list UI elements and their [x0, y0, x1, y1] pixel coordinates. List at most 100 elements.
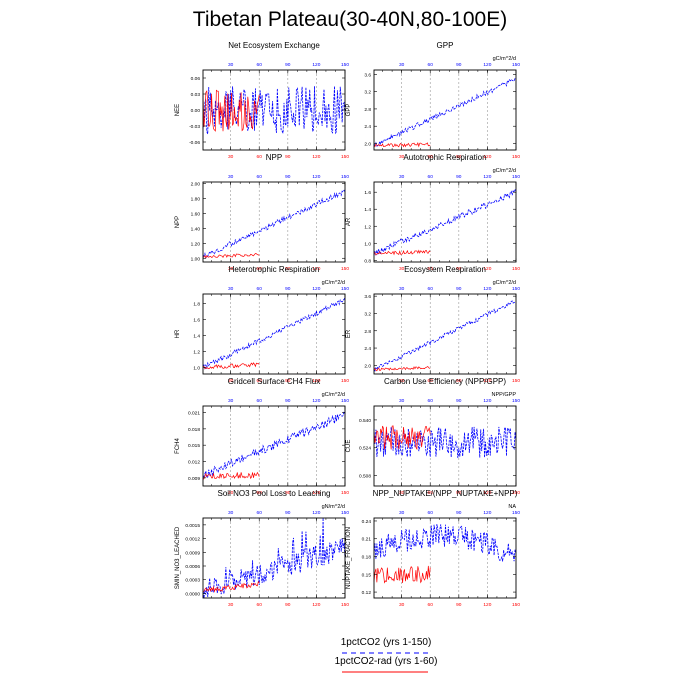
page-title: Tibetan Plateau(30-40N,80-100E)	[192, 8, 508, 31]
y-tick-label: 0.0012	[185, 537, 200, 543]
y-tick-label: 0.015	[188, 443, 200, 449]
y-axis-label: CUE	[346, 440, 352, 453]
series-line-1pctco2-rad	[202, 581, 260, 593]
x-tick-label-bottom: 30	[228, 266, 234, 272]
x-tick-label-bottom: 30	[399, 602, 405, 608]
x-tick-label-top: 150	[341, 398, 349, 404]
x-tick-label-bottom: 30	[228, 602, 234, 608]
panel-1: Net Ecosystem Exchange NEE -0.06 -0.03 0.00 0…	[175, 41, 349, 160]
panel-title: Net Ecosystem Exchange	[228, 41, 320, 50]
x-tick-label-top: 30	[228, 286, 234, 292]
x-tick-label-top: 90	[285, 286, 291, 292]
x-tick-label-bottom: 150	[341, 602, 349, 608]
x-tick-label-bottom: 150	[512, 378, 520, 384]
y-tick-label: 2.4	[364, 124, 371, 130]
x-tick-label-top: 30	[399, 510, 405, 516]
x-tick-label-bottom: 90	[456, 378, 462, 384]
plot-frame	[202, 405, 346, 487]
series-line-1pctco2-rad	[202, 253, 260, 259]
x-tick-label-bottom: 90	[456, 490, 462, 496]
series-line-1pctco2-rad	[373, 249, 431, 256]
x-tick-label-bottom: 120	[483, 154, 491, 160]
x-tick-label-bottom: 120	[312, 490, 320, 496]
y-tick-label: 2.00	[191, 181, 201, 187]
x-tick-label-bottom: 90	[285, 154, 291, 160]
y-tick-label: 0.021	[188, 411, 200, 417]
y-axis-label: SMIN_NO3_LEACHED	[175, 526, 181, 589]
x-tick-label-top: 60	[428, 398, 434, 404]
y-tick-label: 0.12	[362, 590, 372, 596]
y-tick-label: 1.20	[191, 241, 201, 247]
x-tick-label-top: 60	[428, 510, 434, 516]
y-axis-label: ER	[346, 329, 352, 338]
y-axis-label: NEE	[175, 104, 181, 116]
panel-4: Autotrophic Respiration gC/m^2/d AR 0.8 1.0 1…	[346, 153, 520, 272]
panel-title: Soil NO3 Pool Loss to Leaching	[218, 489, 331, 498]
x-tick-label-bottom: 30	[399, 378, 405, 384]
y-tick-label: 0.0006	[185, 564, 200, 570]
panel-units: gN/m^2/d	[322, 504, 345, 510]
x-tick-label-bottom: 150	[341, 154, 349, 160]
panel-6: Ecosystem Respiration gC/m^2/d ER 2.0 2.4 2.8…	[346, 265, 520, 384]
panel-8: Carbon Use Efficiency (NPP/GPP) NPP/GPP CU…	[346, 377, 520, 496]
x-tick-label-top: 90	[456, 398, 462, 404]
plot-frame	[373, 517, 517, 599]
x-tick-label-top: 120	[483, 174, 491, 180]
x-tick-label-top: 150	[512, 398, 520, 404]
chart-legend: 1pctCO2 (yrs 1-150) 1pctCO2-rad (yrs 1-6…	[335, 637, 438, 673]
y-tick-label: -0.03	[189, 124, 200, 130]
chart-panels: Net Ecosystem ExchangeNEE-0.06-0.030.000…	[175, 41, 520, 608]
x-tick-label-top: 60	[257, 286, 263, 292]
panel-units: NA	[508, 504, 516, 510]
x-tick-label-top: 30	[399, 174, 405, 180]
y-axis-label: HR	[175, 329, 181, 338]
y-tick-label: 0.524	[359, 446, 371, 452]
panel-title: Carbon Use Efficiency (NPP/GPP)	[384, 377, 506, 386]
x-tick-label-bottom: 60	[257, 490, 263, 496]
series-line-1pctco2	[202, 86, 346, 135]
y-tick-label: 1.6	[364, 190, 371, 196]
x-tick-label-bottom: 90	[285, 266, 291, 272]
legend-label-series-b: 1pctCO2-rad (yrs 1-60)	[335, 656, 438, 667]
x-tick-label-top: 60	[257, 510, 263, 516]
y-tick-label: 1.4	[193, 334, 200, 340]
x-tick-label-top: 30	[228, 398, 234, 404]
plot-frame	[202, 293, 346, 375]
x-tick-label-top: 120	[483, 286, 491, 292]
x-tick-label-bottom: 90	[285, 378, 291, 384]
x-tick-label-top: 150	[341, 174, 349, 180]
x-tick-label-top: 30	[399, 286, 405, 292]
x-tick-label-bottom: 120	[483, 378, 491, 384]
series-line-1pctco2	[202, 517, 346, 599]
y-tick-label: 1.80	[191, 196, 201, 202]
y-tick-label: 0.06	[191, 76, 201, 82]
x-tick-label-bottom: 90	[456, 266, 462, 272]
series-line-1pctco2-rad	[373, 565, 431, 584]
y-tick-label: 0.012	[188, 460, 200, 466]
panel-units: gC/m^2/d	[493, 280, 516, 286]
panel-title: NPP	[266, 153, 282, 162]
series-line-1pctco2	[202, 297, 346, 370]
x-tick-label-top: 120	[312, 62, 320, 68]
x-tick-label-top: 150	[341, 62, 349, 68]
panel-3: NPP NPP 1.00 1.20 1.40 1.60 1.80 2.00 30 60 90 120 1…	[175, 153, 349, 272]
panel-units: gC/m^2/d	[322, 392, 345, 398]
plot-frame	[373, 69, 517, 151]
x-tick-label-top: 90	[456, 174, 462, 180]
y-tick-label: 0.508	[359, 474, 371, 480]
x-tick-label-bottom: 120	[483, 490, 491, 496]
x-tick-label-top: 150	[512, 286, 520, 292]
x-tick-label-top: 60	[428, 62, 434, 68]
y-tick-label: 1.6	[193, 318, 200, 324]
x-tick-label-top: 30	[228, 62, 234, 68]
panel-2: GPP gC/m^2/d GPP 2.0 2.4 2.8 3.2 3.6 30 60 90 120 15…	[346, 41, 520, 160]
panel-units: gC/m^2/d	[493, 168, 516, 174]
x-tick-label-bottom: 60	[428, 266, 434, 272]
plot-frame	[373, 293, 517, 375]
x-tick-label-bottom: 30	[399, 490, 405, 496]
x-tick-label-bottom: 90	[285, 602, 291, 608]
x-tick-label-bottom: 120	[483, 266, 491, 272]
x-tick-label-bottom: 150	[512, 490, 520, 496]
